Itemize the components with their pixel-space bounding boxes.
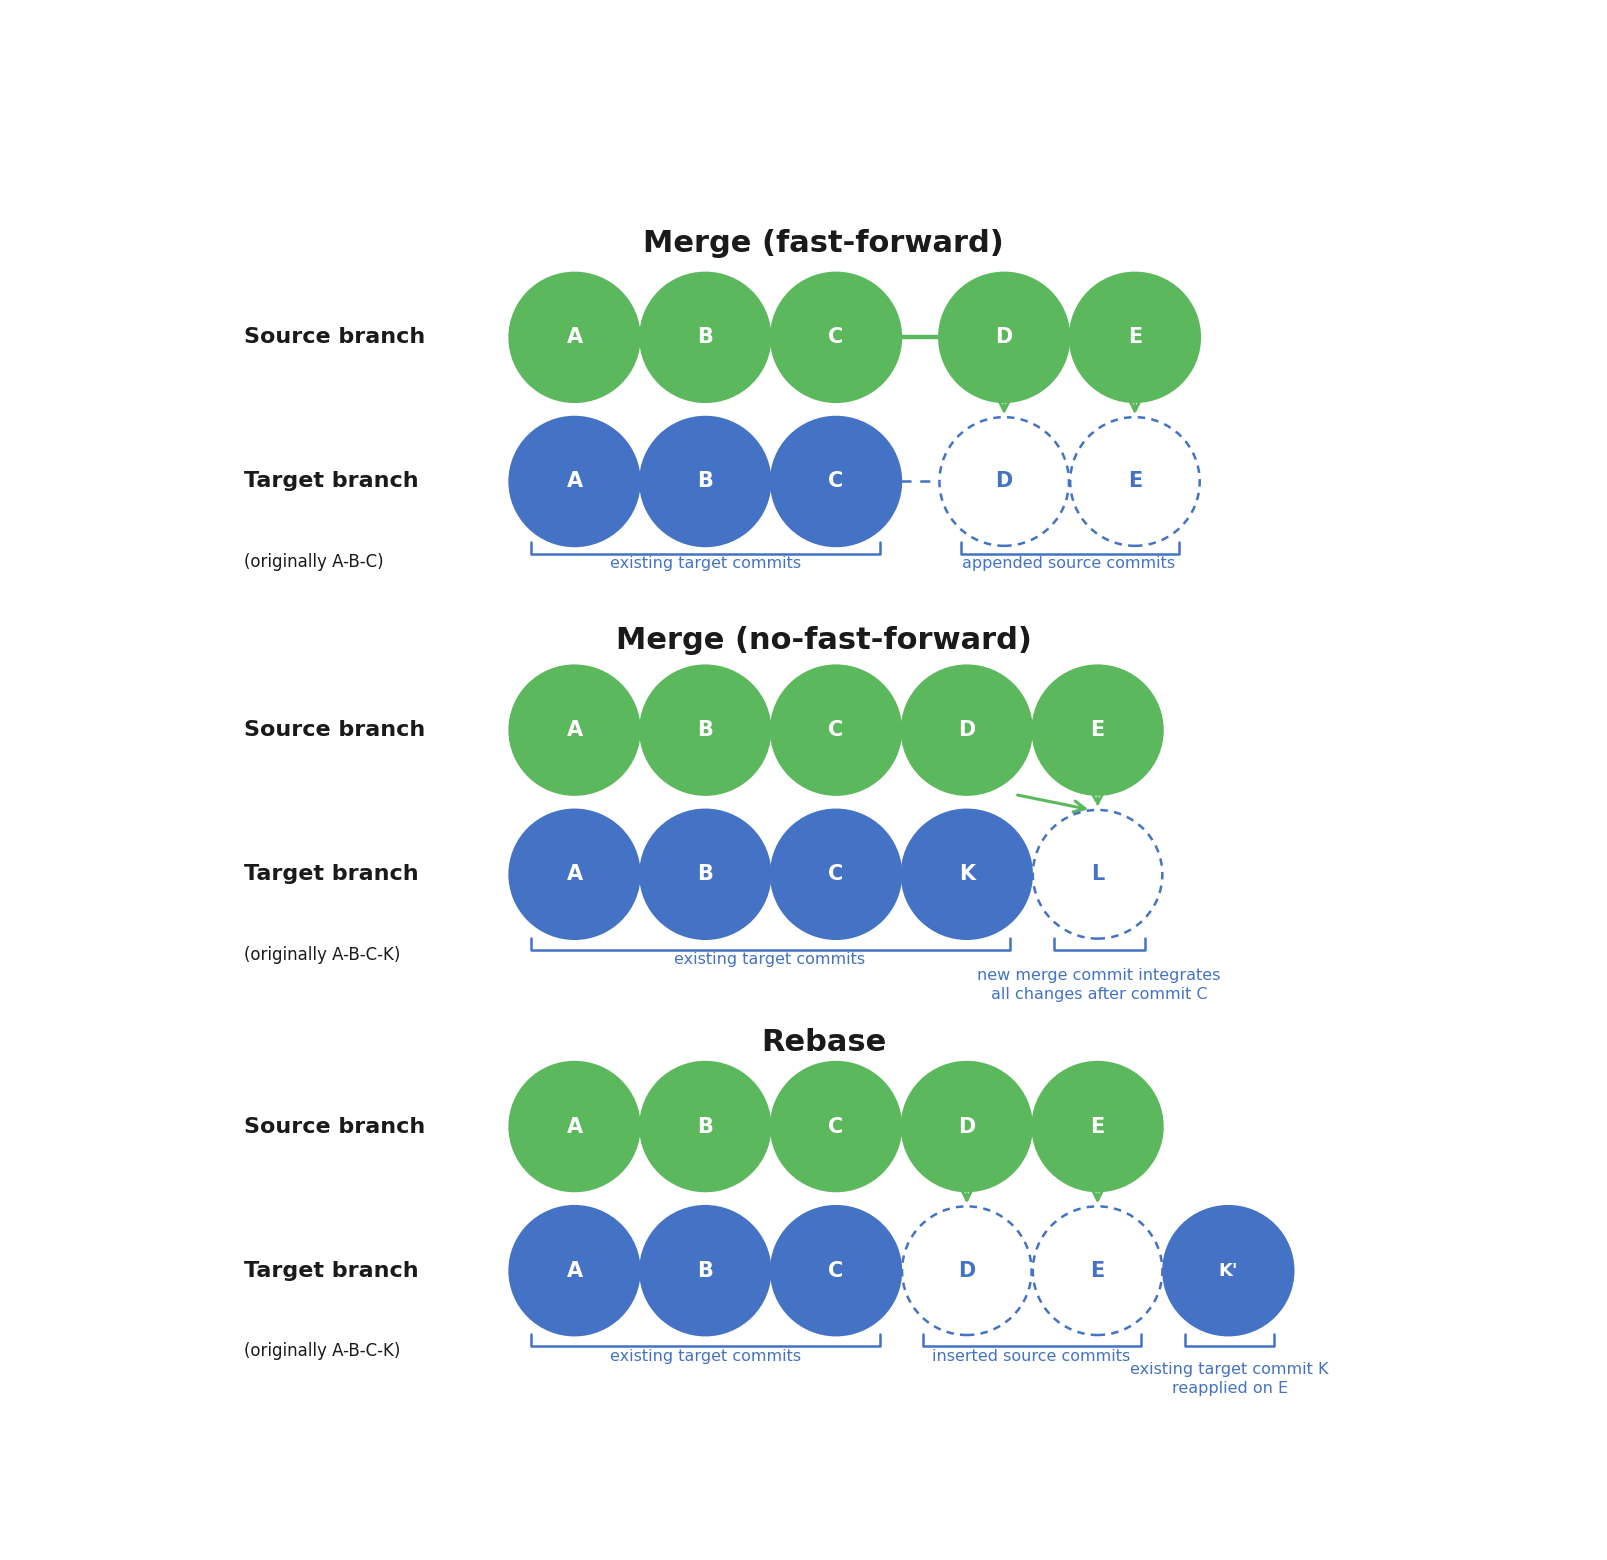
Text: existing target commits: existing target commits bbox=[609, 1349, 800, 1363]
Text: K: K bbox=[959, 864, 975, 885]
Text: E: E bbox=[1091, 1117, 1104, 1137]
Text: C: C bbox=[829, 721, 844, 739]
Text: new merge commit integrates
all changes after commit C: new merge commit integrates all changes … bbox=[977, 967, 1220, 1002]
Ellipse shape bbox=[641, 273, 770, 401]
Text: Rebase: Rebase bbox=[762, 1028, 885, 1058]
Ellipse shape bbox=[902, 1062, 1032, 1190]
Text: existing target commits: existing target commits bbox=[609, 555, 800, 571]
Text: A: A bbox=[566, 1260, 583, 1281]
Text: K': K' bbox=[1218, 1262, 1237, 1279]
Text: C: C bbox=[829, 471, 844, 491]
Ellipse shape bbox=[509, 273, 640, 401]
Text: B: B bbox=[697, 721, 714, 739]
Ellipse shape bbox=[771, 417, 902, 546]
Text: inserted source commits: inserted source commits bbox=[932, 1349, 1131, 1363]
Text: Source branch: Source branch bbox=[244, 328, 426, 348]
Text: L: L bbox=[1091, 864, 1104, 885]
Ellipse shape bbox=[1163, 1206, 1294, 1335]
Ellipse shape bbox=[771, 810, 902, 939]
Ellipse shape bbox=[509, 666, 640, 794]
Text: A: A bbox=[566, 864, 583, 885]
Ellipse shape bbox=[641, 1062, 770, 1190]
Ellipse shape bbox=[509, 810, 640, 939]
Text: (originally A-B-C-K): (originally A-B-C-K) bbox=[244, 1342, 400, 1360]
Text: appended source commits: appended source commits bbox=[963, 555, 1175, 571]
Ellipse shape bbox=[641, 666, 770, 794]
Ellipse shape bbox=[1033, 1206, 1162, 1335]
Text: Target branch: Target branch bbox=[244, 1260, 419, 1281]
Text: E: E bbox=[1128, 471, 1143, 491]
Ellipse shape bbox=[509, 1206, 640, 1335]
Ellipse shape bbox=[1033, 1062, 1162, 1190]
Text: D: D bbox=[958, 1260, 975, 1281]
Text: C: C bbox=[829, 1260, 844, 1281]
Text: existing target commits: existing target commits bbox=[675, 952, 866, 967]
Text: Target branch: Target branch bbox=[244, 864, 419, 885]
Text: E: E bbox=[1128, 328, 1143, 348]
Text: Merge (no-fast-forward): Merge (no-fast-forward) bbox=[615, 626, 1032, 655]
Ellipse shape bbox=[1070, 273, 1200, 401]
Ellipse shape bbox=[902, 666, 1032, 794]
Text: E: E bbox=[1091, 1260, 1104, 1281]
Text: Source branch: Source branch bbox=[244, 721, 426, 739]
Text: existing target commit K
reapplied on E: existing target commit K reapplied on E bbox=[1130, 1362, 1329, 1396]
Text: (originally A-B-C): (originally A-B-C) bbox=[244, 554, 384, 571]
Text: B: B bbox=[697, 328, 714, 348]
Ellipse shape bbox=[509, 1062, 640, 1190]
Text: B: B bbox=[697, 864, 714, 885]
Ellipse shape bbox=[940, 417, 1069, 546]
Text: B: B bbox=[697, 471, 714, 491]
Ellipse shape bbox=[1070, 417, 1200, 546]
Text: E: E bbox=[1091, 721, 1104, 739]
Ellipse shape bbox=[902, 810, 1032, 939]
Ellipse shape bbox=[641, 1206, 770, 1335]
Text: D: D bbox=[958, 721, 975, 739]
Ellipse shape bbox=[641, 417, 770, 546]
Ellipse shape bbox=[1033, 666, 1162, 794]
Text: B: B bbox=[697, 1260, 714, 1281]
Text: A: A bbox=[566, 328, 583, 348]
Text: (originally A-B-C-K): (originally A-B-C-K) bbox=[244, 945, 400, 964]
Text: C: C bbox=[829, 1117, 844, 1137]
Ellipse shape bbox=[771, 1206, 902, 1335]
Ellipse shape bbox=[771, 666, 902, 794]
Text: C: C bbox=[829, 328, 844, 348]
Text: D: D bbox=[958, 1117, 975, 1137]
Text: D: D bbox=[996, 471, 1012, 491]
Ellipse shape bbox=[902, 1206, 1032, 1335]
Text: C: C bbox=[829, 864, 844, 885]
Text: B: B bbox=[697, 1117, 714, 1137]
Text: A: A bbox=[566, 471, 583, 491]
Ellipse shape bbox=[940, 273, 1069, 401]
Ellipse shape bbox=[771, 273, 902, 401]
Text: Target branch: Target branch bbox=[244, 471, 419, 491]
Ellipse shape bbox=[771, 1062, 902, 1190]
Text: A: A bbox=[566, 1117, 583, 1137]
Ellipse shape bbox=[509, 417, 640, 546]
Ellipse shape bbox=[1033, 810, 1162, 939]
Text: Source branch: Source branch bbox=[244, 1117, 426, 1137]
Text: D: D bbox=[996, 328, 1012, 348]
Text: A: A bbox=[566, 721, 583, 739]
Text: Merge (fast-forward): Merge (fast-forward) bbox=[643, 229, 1004, 259]
Ellipse shape bbox=[641, 810, 770, 939]
